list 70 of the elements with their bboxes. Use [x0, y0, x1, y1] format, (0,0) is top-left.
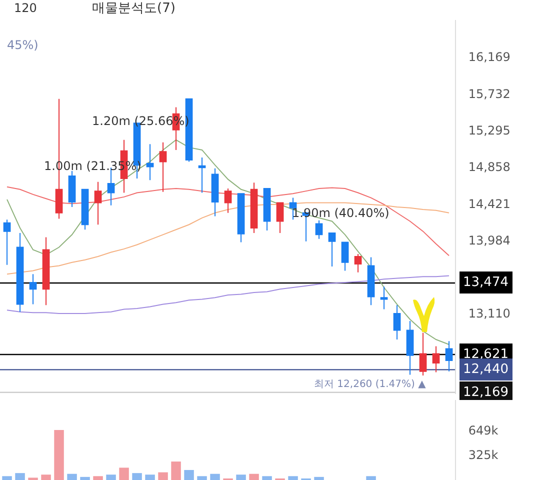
candlestick	[42, 236, 50, 306]
bar	[15, 473, 25, 480]
bar	[262, 476, 272, 480]
bar	[132, 473, 142, 480]
candlestick	[380, 286, 388, 310]
y-tick-label: 649k	[468, 423, 498, 438]
bar	[119, 468, 129, 480]
y-tick-label: 14,421	[468, 196, 510, 211]
annotation: 45%)	[7, 38, 38, 52]
candlestick	[276, 202, 284, 234]
bar	[197, 476, 207, 480]
candlestick	[341, 242, 349, 272]
candlestick	[419, 332, 427, 376]
y-tick-label: 325k	[468, 448, 498, 462]
ref-line-label: 12,440	[463, 362, 508, 377]
bar	[80, 476, 90, 480]
y-tick-label: 15,295	[468, 123, 510, 138]
line-series	[6, 202, 450, 275]
bar	[93, 476, 103, 480]
candlestick	[81, 188, 89, 230]
bar	[158, 472, 168, 480]
bar	[54, 430, 64, 480]
candlestick	[159, 142, 167, 192]
candlestick	[367, 256, 375, 306]
bar	[288, 476, 298, 480]
candlestick	[3, 219, 11, 266]
bar	[249, 474, 259, 480]
candlestick	[68, 170, 76, 208]
candlestick	[354, 253, 362, 273]
candlestick	[393, 304, 401, 340]
bar	[106, 474, 116, 480]
candlestick	[315, 220, 323, 240]
candlestick	[198, 157, 206, 194]
line-series	[6, 139, 450, 346]
candlestick	[328, 232, 336, 268]
y-tick-label: 15,732	[468, 86, 510, 101]
line-series	[6, 275, 450, 314]
bar	[236, 474, 246, 480]
line-series	[6, 186, 450, 256]
y-tick-label: 13,984	[468, 233, 510, 248]
bar	[210, 474, 220, 480]
bar	[171, 462, 181, 480]
bar	[184, 470, 194, 480]
y-tick-label: 13,110	[468, 306, 510, 321]
candlestick	[224, 188, 232, 214]
candlestick	[263, 188, 271, 231]
candlestick	[146, 144, 154, 181]
bar	[67, 474, 77, 480]
candlestick	[94, 181, 102, 226]
text: 120	[14, 1, 37, 15]
candlestick	[16, 232, 24, 312]
annotation: 최저 12,260 (1.47%) ▲	[314, 379, 426, 390]
bar	[366, 476, 376, 480]
ref-line-label: 12,169	[463, 385, 508, 400]
candlestick	[432, 346, 440, 373]
ref-line-label: 13,474	[463, 275, 508, 290]
chart-title: 매물분석도(7)	[92, 1, 176, 16]
candlestick	[211, 168, 219, 217]
candlestick	[445, 340, 453, 372]
candlestick	[406, 320, 414, 376]
candlestick	[237, 193, 245, 243]
ref-line-label: 12,621	[463, 347, 508, 362]
y-tick-label: 14,858	[468, 160, 510, 174]
bar	[314, 476, 324, 480]
bar	[145, 474, 155, 480]
bar	[2, 476, 12, 480]
y-tick-label: 16,169	[468, 50, 510, 64]
candlestick	[29, 274, 37, 305]
candlestick	[250, 182, 258, 234]
bar	[41, 474, 51, 480]
